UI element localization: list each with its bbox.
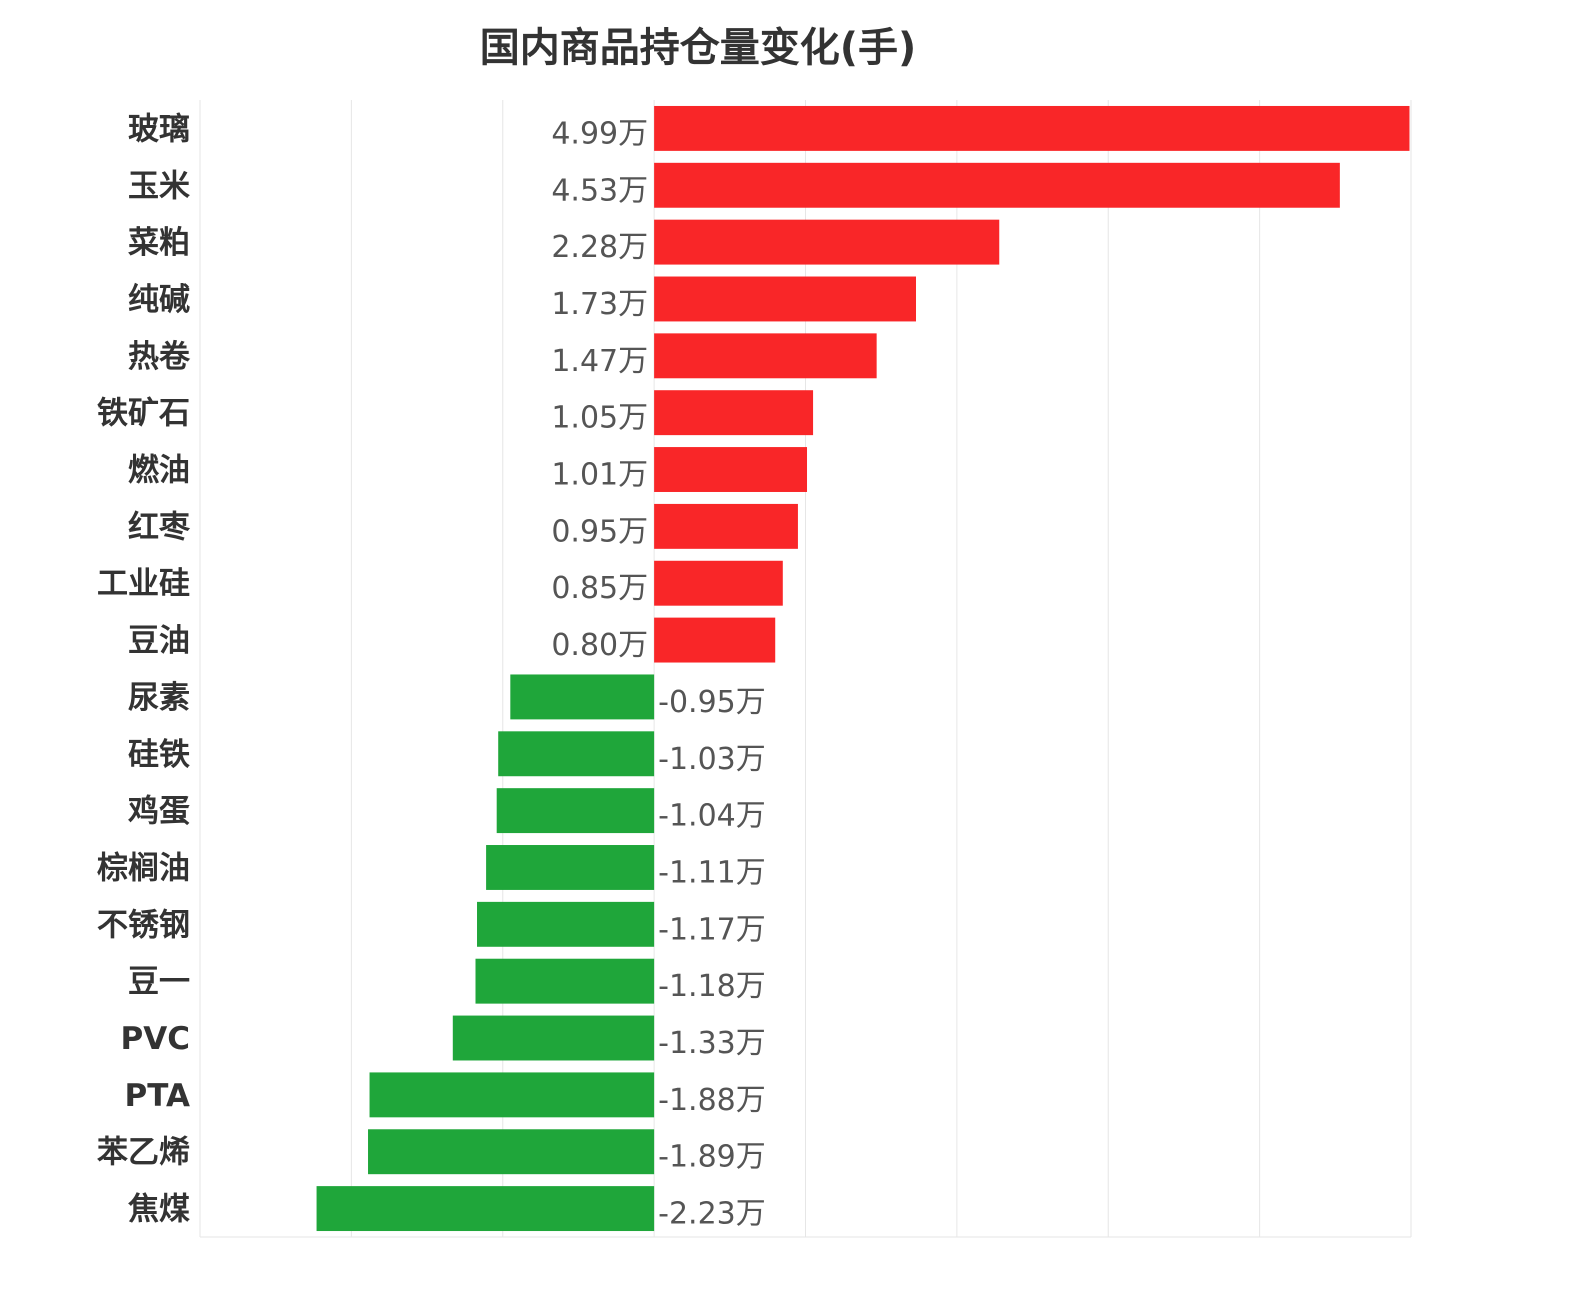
value-label: -1.03万: [658, 742, 766, 777]
bar: [368, 1129, 655, 1175]
bar: [654, 219, 1000, 265]
category-label: 玻璃: [128, 111, 190, 147]
value-label: 1.73万: [551, 287, 648, 322]
value-label: 0.95万: [551, 514, 648, 549]
bar: [654, 105, 1410, 151]
bar: [452, 1015, 655, 1061]
bar: [316, 1186, 655, 1232]
bar: [654, 447, 808, 492]
bar: [498, 731, 655, 777]
bar: [496, 788, 655, 834]
category-label: 不锈钢: [97, 907, 190, 943]
bar: [486, 845, 655, 890]
bars: [316, 105, 1410, 1232]
value-label: -1.11万: [658, 855, 766, 890]
value-label: -1.17万: [658, 912, 766, 947]
chart-title: 国内商品持仓量变化(手): [480, 25, 917, 71]
category-label: 热卷: [128, 339, 191, 375]
value-label: 1.01万: [551, 458, 648, 493]
value-label: 1.05万: [551, 401, 648, 436]
value-label: -1.33万: [658, 1026, 766, 1061]
bar: [654, 503, 798, 549]
value-label: 4.99万: [551, 116, 648, 151]
value-label: -0.95万: [658, 685, 766, 720]
category-label: 红枣: [128, 509, 191, 545]
category-label: 燃油: [128, 453, 190, 489]
value-label: 4.53万: [551, 173, 648, 208]
bar: [475, 958, 655, 1004]
value-label: 0.80万: [551, 628, 648, 663]
category-label: PTA: [125, 1078, 190, 1114]
category-label: 鸡蛋: [127, 794, 190, 830]
category-label: 豆一: [128, 964, 190, 1000]
category-label: 苯乙烯: [97, 1135, 190, 1171]
category-label: 焦煤: [128, 1192, 190, 1228]
category-label: 尿素: [128, 680, 190, 716]
value-label: -1.18万: [658, 969, 766, 1004]
grid-lines: [199, 100, 1412, 1238]
bar: [510, 674, 655, 720]
value-label: 0.85万: [551, 571, 648, 606]
bar: [654, 162, 1340, 208]
category-label: 菜粕: [128, 225, 190, 261]
category-label: 玉米: [128, 168, 190, 204]
category-label: 棕榈油: [97, 850, 190, 886]
value-label: -2.23万: [658, 1197, 766, 1232]
value-label: -1.88万: [658, 1083, 766, 1118]
bar: [477, 901, 655, 947]
bar: [654, 333, 877, 379]
category-label: 硅铁: [128, 737, 190, 773]
value-label: -1.89万: [658, 1140, 766, 1175]
value-label: 1.47万: [551, 344, 648, 379]
bar: [654, 390, 814, 436]
value-labels: 4.99万 4.53万 2.28万 1.73万 1.47万 1.05万 1.01万 0.95万…: [551, 116, 765, 1231]
category-label: 工业硅: [97, 566, 190, 602]
category-label: 铁矿石: [97, 396, 190, 432]
bar: [654, 617, 776, 663]
value-label: 2.28万: [551, 230, 648, 265]
category-label: 纯碱: [128, 282, 190, 318]
bar: [654, 276, 917, 322]
category-label: 豆油: [128, 623, 190, 659]
value-label: -1.04万: [658, 799, 766, 834]
category-label: PVC: [121, 1021, 190, 1057]
bar: [369, 1072, 655, 1118]
bar: [654, 560, 783, 606]
